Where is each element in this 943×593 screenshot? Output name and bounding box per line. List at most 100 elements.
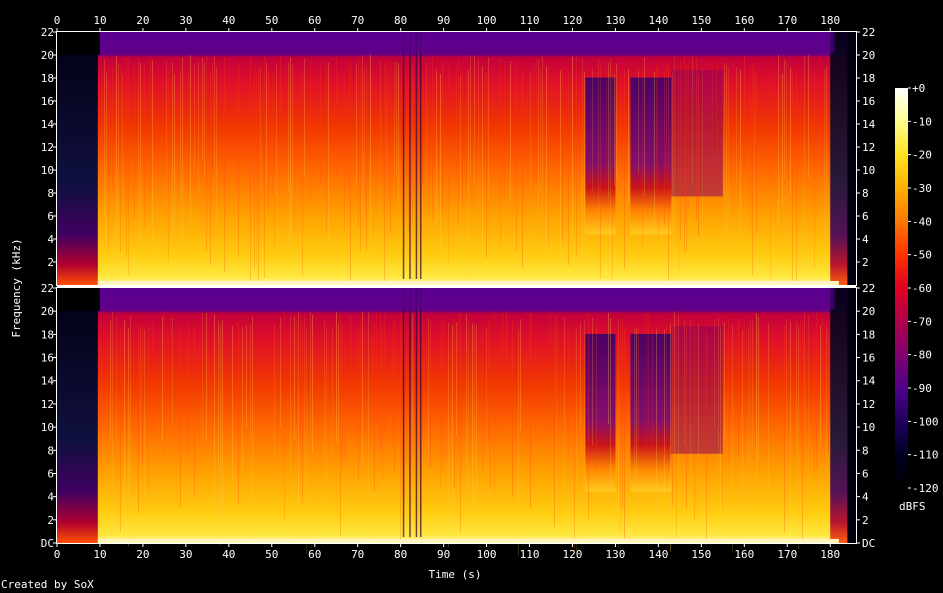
streak [338, 322, 339, 444]
streak [678, 73, 679, 271]
streak [782, 74, 783, 205]
streak-texture [100, 311, 829, 556]
colorbar-tick-label: -40 [912, 215, 932, 228]
intro-top-band [57, 288, 100, 311]
y-tick-label-left: 22 [41, 26, 54, 39]
y-axis-title: Frequency (kHz) [10, 238, 23, 337]
colorbar-tick-label: -120 [912, 482, 939, 495]
streak [614, 74, 615, 186]
y-tick-label-right: 10 [862, 164, 875, 177]
streak [666, 317, 667, 460]
x-tick-label-top: 10 [93, 14, 106, 27]
y-tick-label-right: 12 [862, 141, 875, 154]
streak [584, 320, 585, 509]
streak [324, 320, 325, 527]
streak [670, 323, 671, 552]
streak [380, 316, 381, 452]
x-tick-label: 180 [820, 548, 840, 561]
y-tick-label-left: 8 [47, 444, 54, 457]
streak [748, 328, 749, 520]
y-tick-label-right: 6 [862, 467, 869, 480]
streak [214, 56, 215, 181]
streak [808, 55, 809, 178]
streak [202, 313, 203, 439]
plot-frame-bottom [56, 287, 857, 544]
streak [468, 69, 469, 281]
streak [516, 61, 517, 252]
streak [212, 62, 213, 173]
streak [482, 320, 483, 472]
streak [340, 314, 341, 536]
x-tick-label-top: 140 [648, 14, 668, 27]
x-tick-label: 50 [265, 548, 278, 561]
level-dip-region-2 [630, 77, 672, 235]
dark-streak [415, 288, 418, 537]
x-tick-label-top: 50 [265, 14, 278, 27]
streak [778, 54, 779, 230]
streak [194, 64, 195, 173]
streak [290, 316, 291, 492]
streak [680, 60, 681, 241]
streak [250, 56, 251, 281]
y-tick-label-left: 20 [41, 305, 54, 318]
streak [638, 69, 639, 175]
streak [238, 320, 239, 504]
colorbar-tick-label: -10 [912, 115, 932, 128]
streak [690, 320, 691, 541]
streak [140, 63, 141, 251]
streak [610, 59, 611, 280]
streak [384, 314, 385, 432]
streak [118, 63, 119, 286]
streak [358, 59, 359, 227]
streak [488, 57, 489, 200]
streak [360, 66, 361, 252]
streak [724, 63, 725, 233]
end-black-band [847, 288, 856, 543]
dc-band [97, 539, 839, 543]
streak [370, 54, 371, 263]
plot-frame-top [56, 31, 857, 286]
streak [362, 311, 363, 469]
streak [684, 55, 685, 254]
streak [472, 323, 473, 504]
streak [598, 58, 599, 239]
streak [784, 325, 785, 532]
y-tick-label-left: 2 [47, 514, 54, 527]
streak [664, 71, 665, 226]
streak [172, 62, 173, 238]
streak [490, 319, 491, 487]
y-tick-label-right: 12 [862, 398, 875, 411]
streak [456, 321, 457, 436]
x-tick-label: 60 [308, 548, 321, 561]
streak [712, 65, 713, 195]
streak [242, 327, 243, 474]
streak [336, 56, 337, 176]
x-tick-label: 170 [777, 548, 797, 561]
streak [306, 328, 307, 554]
y-tick-label-right: 8 [862, 187, 869, 200]
streak [100, 312, 101, 468]
x-tick-label-top: 30 [179, 14, 192, 27]
streak [124, 320, 125, 537]
streak [684, 320, 685, 446]
streak [756, 313, 757, 480]
streak [458, 56, 459, 224]
streak [656, 66, 657, 191]
streak [460, 74, 461, 255]
streak [274, 72, 275, 246]
streak [432, 55, 433, 220]
streak [402, 318, 403, 499]
streak [172, 317, 173, 427]
streak [398, 63, 399, 204]
streak [128, 56, 129, 275]
streak [320, 66, 321, 185]
streak [580, 323, 581, 430]
y-tick-label-left: 8 [47, 187, 54, 200]
x-tick-label: 10 [93, 548, 106, 561]
streak [470, 55, 471, 180]
streak [268, 69, 269, 210]
streak [128, 328, 129, 546]
streak [350, 61, 351, 287]
streak [796, 66, 797, 294]
